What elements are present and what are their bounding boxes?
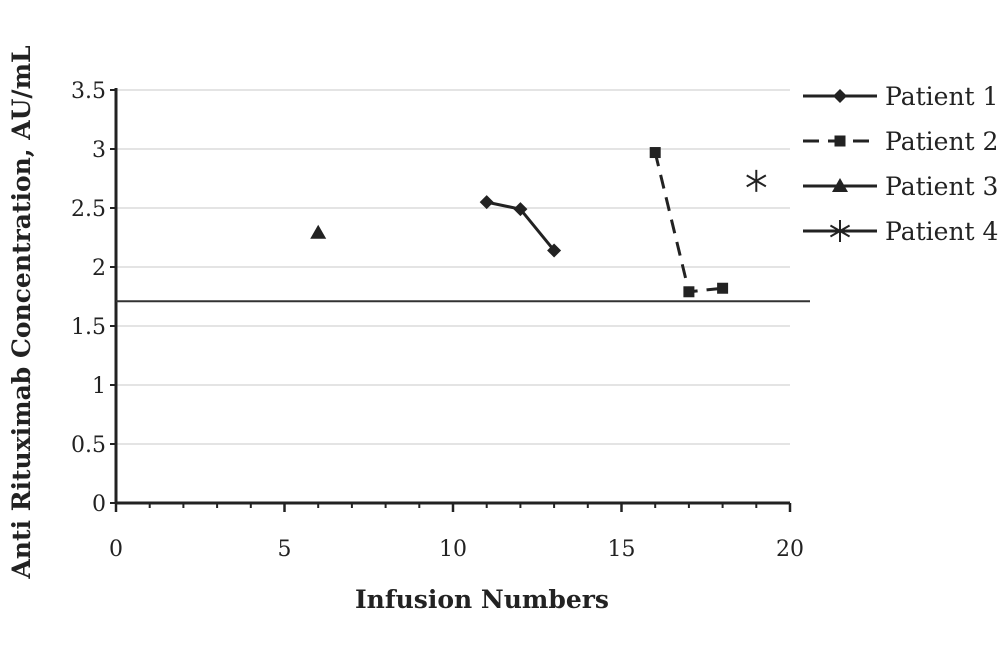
y-tick-label: 0.5	[71, 433, 106, 458]
legend-label-2: Patient 2	[885, 127, 998, 156]
x-tick-label: 5	[278, 537, 292, 562]
x-tick-label: 0	[109, 537, 123, 562]
tick-labels: 0 0.5 1 1.5 2 2.5 3 3.5 0 5 10 15 20	[71, 79, 804, 562]
axes	[110, 88, 792, 512]
y-tick-label: 0	[92, 492, 106, 517]
plot-series	[310, 147, 767, 298]
legend-marker-3	[832, 178, 848, 192]
x-axis-title: Infusion Numbers	[355, 585, 609, 614]
legend-label-1: Patient 1	[885, 82, 998, 111]
data-point-series-2	[717, 282, 729, 294]
y-tick-label: 2	[92, 256, 106, 281]
y-tick-label: 3.5	[71, 79, 106, 104]
data-point-series-1	[547, 243, 562, 258]
legend-label-3: Patient 3	[885, 172, 998, 201]
data-point-series-3	[310, 224, 327, 239]
y-tick-label: 1.5	[71, 315, 106, 340]
y-tick-label: 3	[92, 138, 106, 163]
series-line-2	[653, 152, 723, 294]
y-tick-label: 1	[92, 374, 106, 399]
x-tick-label: 15	[608, 537, 636, 562]
gridlines	[116, 89, 790, 445]
y-tick-label: 2.5	[71, 197, 106, 222]
data-point-series-1	[479, 195, 494, 210]
legend-marker-2	[834, 135, 846, 147]
data-point-series-2	[649, 147, 661, 159]
data-point-series-1	[513, 202, 528, 217]
x-tick-label: 10	[439, 537, 467, 562]
legend-marker-4	[829, 220, 851, 242]
legend: Patient 1 Patient 2 Patient 3 Patient 4	[803, 82, 998, 246]
legend-label-4: Patient 4	[885, 217, 998, 246]
y-axis-title: Anti Rituximab Concentration, AU/mL	[7, 45, 36, 580]
legend-marker-1	[833, 89, 847, 103]
data-point-series-2	[683, 286, 695, 298]
data-point-series-4	[746, 169, 767, 192]
x-tick-label: 20	[776, 537, 804, 562]
